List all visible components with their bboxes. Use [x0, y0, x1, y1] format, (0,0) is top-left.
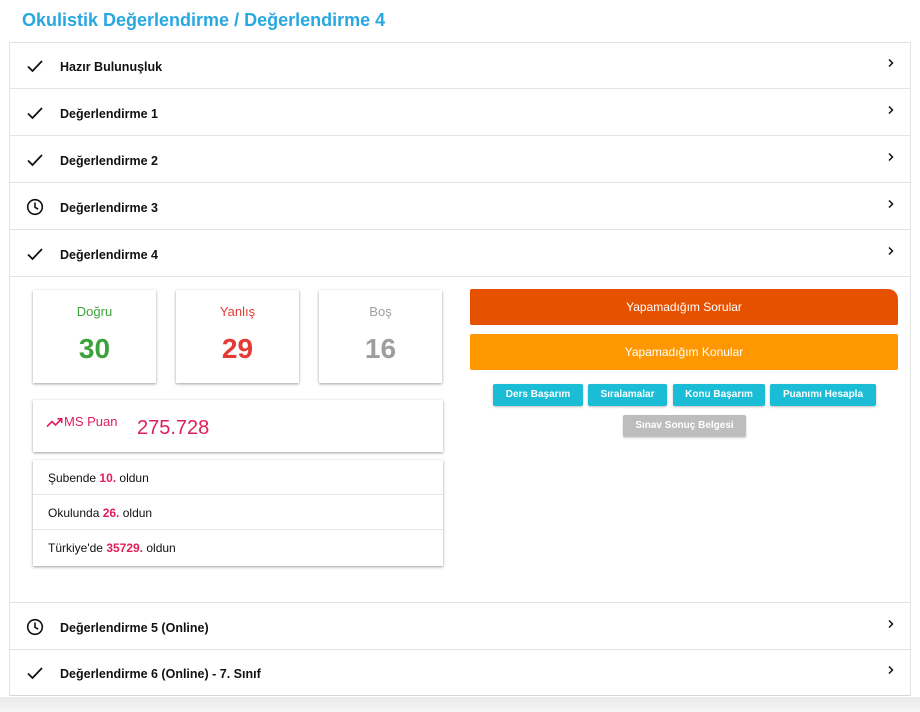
course-success-button[interactable]: Ders Başarım: [493, 384, 583, 406]
calculate-score-button[interactable]: Puanımı Hesapla: [770, 384, 876, 406]
accordion-item-degerlendirme-1[interactable]: Değerlendirme 1: [10, 90, 910, 136]
evaluation-4-panel: Doğru 30 Yanlış 29 Boş 16 MS Puan 275.72…: [10, 276, 910, 603]
accordion-item-label: Değerlendirme 6 (Online) - 7. Sınıf: [60, 667, 261, 681]
chevron-right-icon: [888, 152, 894, 162]
ranking-suffix: oldun: [119, 506, 153, 520]
ms-score-card: MS Puan 275.728: [33, 400, 443, 452]
clock-icon: [26, 198, 44, 216]
chevron-right-icon: [888, 246, 894, 256]
accordion-item-degerlendirme-6[interactable]: Değerlendirme 6 (Online) - 7. Sınıf: [10, 650, 910, 696]
clock-icon: [26, 618, 44, 636]
ranking-prefix: Şubende: [48, 471, 100, 485]
ranking-list: Şubende 10. oldun Okulunda 26. oldun Tür…: [33, 460, 443, 566]
check-icon: [27, 248, 43, 261]
chevron-right-icon: [888, 105, 894, 115]
correct-card: Doğru 30: [33, 290, 156, 383]
ranking-number: 35729.: [106, 541, 144, 555]
accordion-item-degerlendirme-3[interactable]: Değerlendirme 3: [10, 184, 910, 230]
chevron-right-icon: [888, 619, 894, 629]
wrong-label: Yanlış: [219, 304, 256, 319]
ranking-prefix: Okulunda: [48, 506, 103, 520]
unsolved-topics-button[interactable]: Yapamadığım Konular: [470, 334, 898, 370]
ms-score-value: 275.728: [137, 417, 210, 439]
accordion-item-label: Değerlendirme 4: [60, 248, 158, 262]
accordion-item-label: Değerlendirme 2: [60, 154, 158, 168]
ranking-number: 26.: [102, 506, 120, 520]
ranking-suffix: oldun: [143, 541, 176, 555]
page-title: Okulistik Değerlendirme / Değerlendirme …: [22, 10, 386, 30]
ranking-row-school: Okulunda 26. oldun: [33, 495, 443, 530]
ranking-row-country: Türkiye'de 35729. oldun: [33, 530, 443, 565]
accordion-item-degerlendirme-4[interactable]: Değerlendirme 4: [10, 231, 910, 277]
chevron-right-icon: [888, 58, 894, 68]
accordion-item-label: Hazır Bulunuşluk: [60, 60, 163, 74]
ranking-row-branch: Şubende 10. oldun: [33, 460, 443, 495]
ranking-prefix: Türkiye'de: [48, 541, 107, 555]
wrong-value: 29: [221, 333, 254, 364]
check-icon: [27, 60, 43, 73]
ms-score-label: MS Puan: [64, 414, 118, 429]
accordion-item-label: Değerlendirme 1: [60, 107, 158, 121]
rankings-button[interactable]: Sıralamalar: [588, 384, 667, 406]
accordion-item-degerlendirme-2[interactable]: Değerlendirme 2: [10, 137, 910, 183]
empty-value: 16: [364, 333, 397, 364]
check-icon: [27, 107, 43, 120]
correct-label: Doğru: [76, 304, 113, 319]
empty-card: Boş 16: [319, 290, 442, 383]
correct-value: 30: [78, 333, 111, 364]
chevron-right-icon: [888, 199, 894, 209]
ranking-suffix: oldun: [116, 471, 149, 485]
check-icon: [27, 667, 43, 680]
evaluation-accordion: Hazır Bulunuşluk Değerlendirme 1 Değerle…: [9, 42, 911, 696]
wrong-card: Yanlış 29: [176, 290, 299, 383]
accordion-item-degerlendirme-5[interactable]: Değerlendirme 5 (Online): [10, 604, 910, 650]
topic-success-button[interactable]: Konu Başarım: [673, 384, 765, 406]
exam-result-document-button[interactable]: Sınav Sonuç Belgesi: [623, 415, 746, 437]
check-icon: [27, 154, 43, 167]
trending-up-icon: [46, 418, 63, 428]
ranking-number: 10.: [99, 471, 117, 485]
chevron-right-icon: [888, 665, 894, 675]
footer-shadow: [0, 697, 920, 712]
accordion-item-hazir-bulunusluk[interactable]: Hazır Bulunuşluk: [10, 43, 910, 89]
accordion-item-label: Değerlendirme 5 (Online): [60, 621, 209, 635]
empty-label: Boş: [369, 304, 392, 319]
unsolved-questions-button[interactable]: Yapamadığım Sorular: [470, 289, 898, 325]
accordion-item-label: Değerlendirme 3: [60, 201, 158, 215]
